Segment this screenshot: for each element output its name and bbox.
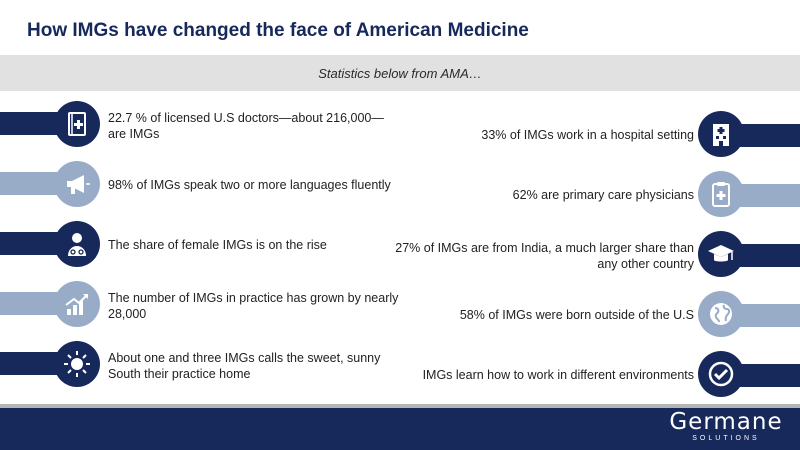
stat-bar	[736, 304, 800, 327]
right-stat-4-text: 58% of IMGs were born outside of the U.S	[459, 308, 694, 322]
left-stat-4-text: The number of IMGs in practice has grown…	[108, 291, 399, 321]
growth-chart-icon	[54, 281, 100, 327]
right-stat-5-text: IMGs learn how to work in different envi…	[422, 368, 694, 382]
stat-bar	[0, 112, 64, 135]
hospital-icon	[698, 111, 744, 157]
stat-bar	[0, 352, 64, 375]
left-stat-1-text: 22.7 % of licensed U.S doctors—about 216…	[108, 111, 384, 141]
stat-bar	[736, 244, 800, 267]
stat-bar	[736, 124, 800, 147]
megaphone-icon	[54, 161, 100, 207]
globe-icon	[698, 291, 744, 337]
left-stat-5-text: About one and three IMGs calls the sweet…	[108, 351, 381, 381]
stat-bar	[0, 172, 64, 195]
footer-divider	[0, 404, 800, 408]
stat-bar	[736, 184, 800, 207]
stat-bar	[0, 232, 64, 255]
germane-logo: Germane SOLUTIONS	[666, 410, 786, 448]
logo-wordmark: Germane	[669, 409, 783, 435]
clipboard-cross-icon	[698, 171, 744, 217]
sun-icon	[54, 341, 100, 387]
stat-bar	[736, 364, 800, 387]
footer-bar	[0, 408, 800, 450]
right-stat-3-text: 27% of IMGs are from India, a much large…	[395, 241, 694, 271]
stat-bar	[0, 292, 64, 315]
medical-book-icon	[54, 101, 100, 147]
page-title: How IMGs have changed the face of Americ…	[27, 20, 529, 41]
graduation-cap-icon	[698, 231, 744, 277]
left-stat-3-text: The share of female IMGs is on the rise	[108, 238, 327, 252]
subtitle-band	[0, 55, 800, 91]
page-subtitle: Statistics below from AMA…	[318, 66, 482, 81]
right-stat-2-text: 62% are primary care physicians	[512, 188, 694, 202]
right-stat-1-text: 33% of IMGs work in a hospital setting	[481, 128, 694, 142]
female-doctor-icon	[54, 221, 100, 267]
checkmark-icon	[698, 351, 744, 397]
logo-tagline: SOLUTIONS	[692, 435, 760, 442]
left-stat-2-text: 98% of IMGs speak two or more languages …	[108, 178, 391, 192]
